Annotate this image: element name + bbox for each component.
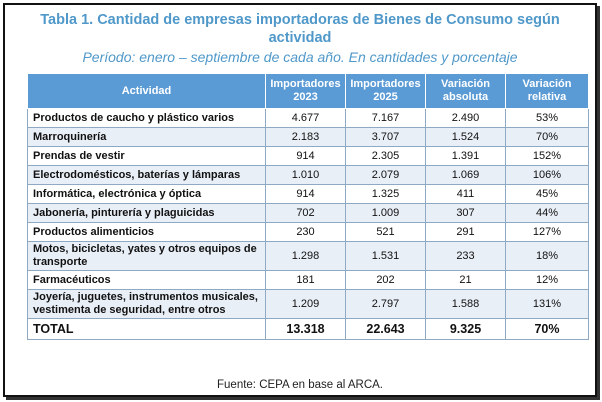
absolute-variation-cell: 1.069 [425, 165, 506, 185]
importers-2023-cell: 1.209 [265, 289, 346, 319]
total-label-cell: TOTAL [27, 318, 266, 340]
table-row: Farmacéuticos 181 202 21 12% [27, 270, 589, 290]
header-absolute-variation-line2: absoluta [442, 91, 489, 103]
importers-2023-cell: 702 [265, 203, 346, 223]
relative-variation-cell: 70% [505, 127, 589, 147]
table-row: Joyería, juguetes, instrumentos musicale… [27, 289, 589, 319]
absolute-variation-cell: 1.588 [425, 289, 506, 319]
header-relative-variation-line1: Variación [522, 78, 572, 90]
importers-table: Actividad Importadores 2023 Importadores 2… [27, 73, 589, 340]
absolute-variation-cell: 2.490 [425, 108, 506, 128]
header-importers-2023-line1: Importadores [270, 78, 341, 90]
header-importers-2023: Importadores 2023 [265, 73, 346, 109]
relative-variation-cell: 106% [505, 165, 589, 185]
relative-variation-cell: 127% [505, 222, 589, 242]
table-row: Jabonería, pinturería y plaguicidas 702 … [27, 203, 589, 223]
title-line-1: Tabla 1. Cantidad de empresas importador… [40, 12, 560, 28]
importers-2025-cell: 2.305 [345, 146, 426, 166]
importers-2023-cell: 4.677 [265, 108, 346, 128]
importers-2023-cell: 181 [265, 270, 346, 290]
header-relative-variation: Variación relativa [505, 73, 589, 109]
importers-2023-cell: 914 [265, 146, 346, 166]
absolute-variation-cell: 307 [425, 203, 506, 223]
table-row: Productos alimenticios 230 521 291 127% [27, 222, 589, 242]
header-relative-variation-line2: relativa [527, 91, 567, 103]
importers-2025-cell: 1.531 [345, 241, 426, 271]
document-frame: Tabla 1. Cantidad de empresas importador… [3, 3, 597, 397]
relative-variation-cell: 12% [505, 270, 589, 290]
table-row: Marroquinería 2.183 3.707 1.524 70% [27, 127, 589, 147]
table-subtitle: Período: enero – septiembre de cada año.… [82, 49, 518, 65]
relative-variation-cell: 152% [505, 146, 589, 166]
header-activity: Actividad [27, 73, 266, 109]
absolute-variation-cell: 1.524 [425, 127, 506, 147]
activity-cell: Electrodomésticos, baterías y lámparas [27, 165, 266, 185]
importers-2023-cell: 914 [265, 184, 346, 204]
source-note: Fuente: CEPA en base al ARCA. [217, 379, 383, 391]
absolute-variation-cell: 291 [425, 222, 506, 242]
header-importers-2023-line2: 2023 [293, 91, 318, 103]
relative-variation-cell: 18% [505, 241, 589, 271]
header-activity-label: Actividad [121, 84, 172, 97]
activity-cell: Informática, electrónica y óptica [27, 184, 266, 204]
importers-2025-cell: 1.009 [345, 203, 426, 223]
header-absolute-variation: Variación absoluta [425, 73, 506, 109]
table-row: Productos de caucho y plástico varios 4.… [27, 108, 589, 128]
activity-cell: Prendas de vestir [27, 146, 266, 166]
title-line-2: actividad [268, 30, 332, 46]
total-absolute-variation-cell: 9.325 [425, 318, 506, 340]
absolute-variation-cell: 233 [425, 241, 506, 271]
header-importers-2025-line2: 2025 [373, 91, 398, 103]
activity-cell: Productos alimenticios [27, 222, 266, 242]
activity-cell: Joyería, juguetes, instrumentos musicale… [27, 289, 266, 319]
total-importers-2025-cell: 22.643 [345, 318, 426, 340]
absolute-variation-cell: 411 [425, 184, 506, 204]
activity-cell: Jabonería, pinturería y plaguicidas [27, 203, 266, 223]
table-row: Electrodomésticos, baterías y lámparas 1… [27, 165, 589, 185]
importers-2023-cell: 1.298 [265, 241, 346, 271]
activity-cell: Marroquinería [27, 127, 266, 147]
relative-variation-cell: 45% [505, 184, 589, 204]
activity-cell: Farmacéuticos [27, 270, 266, 290]
importers-2025-cell: 1.325 [345, 184, 426, 204]
relative-variation-cell: 44% [505, 203, 589, 223]
table-row: Prendas de vestir 914 2.305 1.391 152% [27, 146, 589, 166]
table-row: Motos, bicicletas, yates y otros equipos… [27, 241, 589, 271]
relative-variation-cell: 131% [505, 289, 589, 319]
table-row: Informática, electrónica y óptica 914 1.… [27, 184, 589, 204]
header-absolute-variation-line1: Variación [441, 78, 490, 90]
header-importers-2025: Importadores 2025 [345, 73, 426, 109]
importers-2025-cell: 2.797 [345, 289, 426, 319]
importers-2025-cell: 7.167 [345, 108, 426, 128]
activity-cell: Productos de caucho y plástico varios [27, 108, 266, 128]
header-row: Actividad Importadores 2023 Importadores 2… [27, 73, 589, 109]
importers-2025-cell: 202 [345, 270, 426, 290]
absolute-variation-cell: 1.391 [425, 146, 506, 166]
header-importers-2025-line1: Importadores [350, 78, 421, 90]
importers-2023-cell: 230 [265, 222, 346, 242]
importers-2025-cell: 2.079 [345, 165, 426, 185]
importers-2023-cell: 1.010 [265, 165, 346, 185]
importers-2025-cell: 3.707 [345, 127, 426, 147]
relative-variation-cell: 53% [505, 108, 589, 128]
activity-cell: Motos, bicicletas, yates y otros equipos… [27, 241, 266, 271]
total-row: TOTAL 13.318 22.643 9.325 70% [27, 318, 589, 340]
importers-2023-cell: 2.183 [265, 127, 346, 147]
table-title: Tabla 1. Cantidad de empresas importador… [5, 11, 595, 47]
total-importers-2023-cell: 13.318 [265, 318, 346, 340]
absolute-variation-cell: 21 [425, 270, 506, 290]
importers-2025-cell: 521 [345, 222, 426, 242]
total-relative-variation-cell: 70% [505, 318, 589, 340]
